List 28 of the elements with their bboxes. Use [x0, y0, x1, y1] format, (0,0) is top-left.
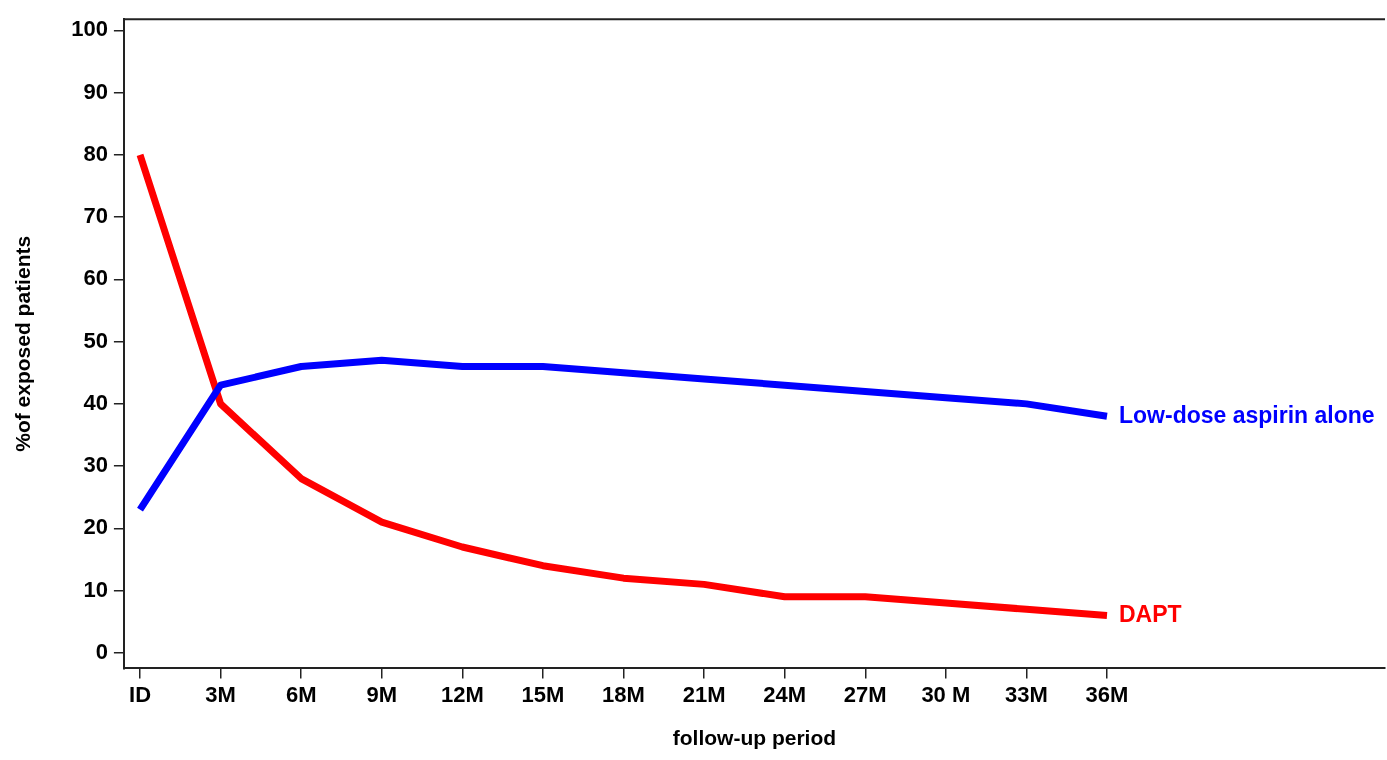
x-tick-label: 21M — [682, 681, 726, 707]
x-tick-label: 6M — [285, 681, 317, 707]
x-tick-label: 15M — [521, 681, 565, 707]
series-label: DAPT — [1119, 600, 1182, 627]
y-tick-label: 70 — [83, 203, 108, 229]
y-tick-label: 50 — [83, 327, 108, 353]
y-axis-title: %of exposed patients — [11, 235, 35, 452]
y-tick-label: 90 — [83, 78, 108, 104]
y-tick-label: 20 — [83, 514, 108, 540]
x-tick-label: 30 M — [921, 681, 971, 707]
x-tick-label: 12M — [440, 681, 484, 707]
y-tick-label: 60 — [83, 265, 108, 291]
x-tick-label: 36M — [1085, 681, 1129, 707]
y-tick-label: 30 — [83, 452, 108, 478]
x-tick-label: 18M — [602, 681, 645, 707]
x-axis-title: follow-up period — [672, 726, 837, 750]
y-tick-label: 100 — [71, 16, 108, 42]
x-tick-label: 33M — [1005, 681, 1048, 707]
y-tick-label: 10 — [83, 576, 108, 602]
y-tick-label: 0 — [95, 638, 108, 664]
y-tick-label: 80 — [83, 140, 108, 166]
series-label: Low-dose aspirin alone — [1119, 401, 1375, 428]
x-tick-label: 27M — [843, 681, 887, 707]
x-tick-label: 24M — [763, 681, 807, 707]
x-tick-label: 9M — [366, 681, 398, 707]
y-tick-label: 40 — [83, 389, 108, 415]
x-tick-label: ID — [129, 681, 152, 707]
x-tick-label: 3M — [205, 681, 236, 707]
